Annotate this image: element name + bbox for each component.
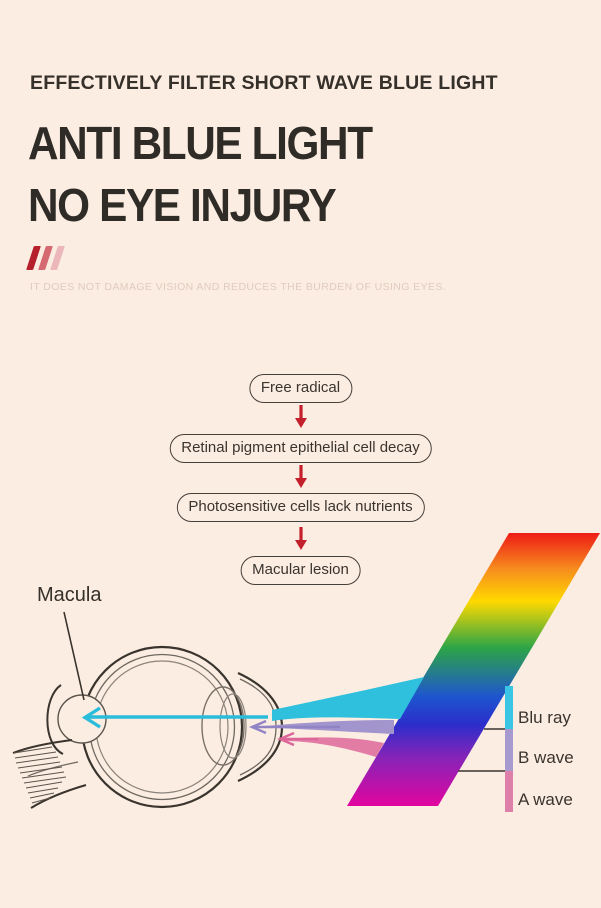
flow-step-retinal-decay: Retinal pigment epithelial cell decay [169, 434, 432, 464]
flow-step-free-radical: Free radical [248, 374, 353, 404]
eyeball-outline [12, 611, 284, 809]
a-wave-beam [283, 737, 384, 757]
a-wave-swatch [505, 771, 513, 812]
optic-nerve-hatching [13, 746, 67, 804]
a-wave-arrow [276, 731, 318, 747]
flow-step-cells-lack-nutrients: Photosensitive cells lack nutrients [176, 493, 425, 523]
optic-nerve [12, 739, 87, 809]
blue-ray-beam [272, 677, 424, 721]
blu-ray-swatch [505, 686, 513, 729]
a-wave-label: A wave [518, 790, 573, 809]
b-wave-swatch [505, 729, 513, 771]
blue-ray-arrow [81, 706, 268, 729]
kicker-heading: EFFECTIVELY FILTER SHORT WAVE BLUE LIGHT [30, 72, 498, 94]
b-wave-arrow [248, 719, 340, 735]
b-wave-label: B wave [518, 748, 574, 767]
title-line-2: NO EYE INJURY [28, 179, 337, 231]
macula-label: Macula [37, 584, 102, 606]
lens-outline [201, 686, 245, 766]
rainbow-spectrum-band [347, 533, 600, 806]
title-line-1: ANTI BLUE LIGHT [28, 117, 373, 169]
flow-step-macular-lesion: Macular lesion [240, 556, 361, 586]
macula-pointer-line [63, 611, 85, 701]
eye-diagram [12, 533, 600, 812]
slash-icon [50, 246, 65, 270]
down-arrow-icon [292, 404, 310, 429]
down-arrow-icon [292, 526, 310, 551]
decorative-slashes [26, 246, 65, 270]
subtitle-text: IT DOES NOT DAMAGE VISION AND REDUCES TH… [30, 281, 447, 293]
blu-ray-label: Blu ray [518, 708, 571, 727]
page-title: ANTI BLUE LIGHT NO EYE INJURY [28, 112, 373, 236]
macula-circle [57, 694, 107, 744]
light-beams [81, 677, 424, 757]
wavelength-legend [458, 686, 513, 812]
down-arrow-icon [292, 464, 310, 489]
